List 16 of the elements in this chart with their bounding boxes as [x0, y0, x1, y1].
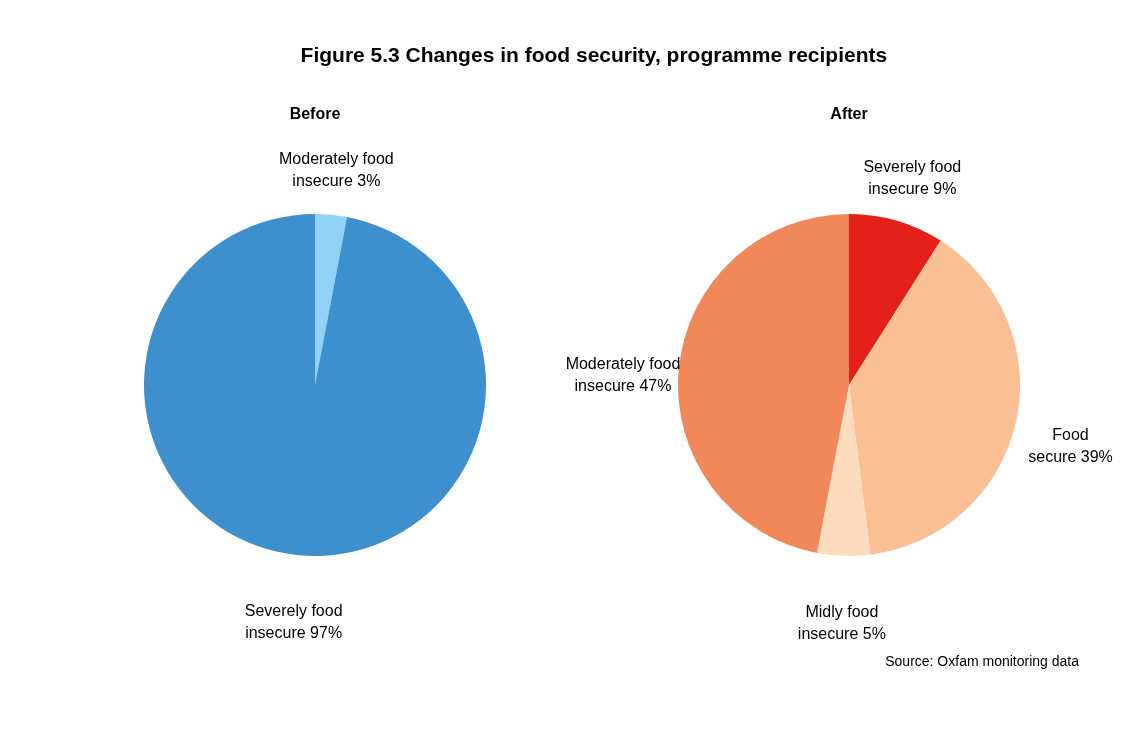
pie-slice: [678, 214, 849, 553]
text: Figure 5.3 Changes in food security, programme recipients: [300, 43, 888, 66]
pie-slice: [144, 214, 486, 556]
pie-slice: [849, 240, 1020, 555]
slice-label: Midly food insecure 5%: [797, 602, 886, 642]
pie-slice: [816, 385, 871, 556]
pie-slice: [315, 214, 348, 385]
chart-subtitle: Before: [289, 105, 341, 122]
chart-title: After: [830, 105, 868, 122]
source-note: Source: Oxfam monitoring data: [885, 653, 1080, 669]
slice-label: Severely food insecure 9%: [863, 158, 962, 198]
slice-label: Moderately food insecure 47%: [565, 354, 681, 394]
slice-label: Food secure 39%: [1028, 425, 1113, 465]
pie-slice: [849, 214, 941, 385]
slice-label: Moderately food insecure 3%: [279, 150, 394, 190]
slice-label: Severely food insecure 97%: [244, 601, 343, 641]
